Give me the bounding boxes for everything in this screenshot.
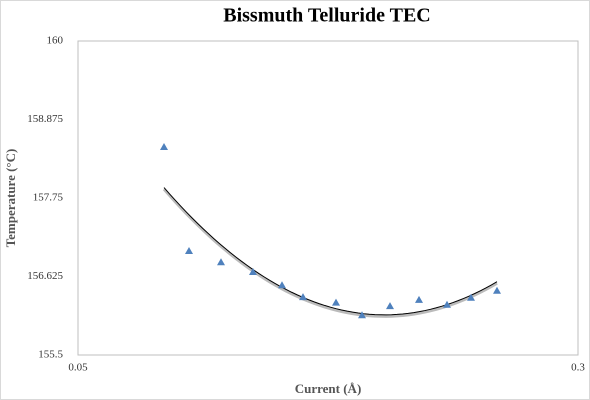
x-tick-label: 0.05 (68, 362, 88, 374)
data-point (278, 281, 286, 289)
data-point (467, 293, 475, 301)
data-point (415, 295, 423, 303)
plot-frame (77, 40, 579, 356)
data-point (160, 143, 168, 151)
data-point (493, 286, 501, 294)
data-point (332, 298, 340, 306)
data-point (299, 293, 307, 301)
y-tick-label: 155.5 (38, 349, 63, 361)
data-point (185, 247, 193, 255)
y-tick-label: 157.75 (33, 192, 64, 204)
y-axis-label: Temperature (°C) (3, 149, 18, 248)
trendline-shadow (162, 188, 498, 318)
data-point (386, 302, 394, 310)
chart-title: Bissmuth Telluride TEC (223, 5, 430, 27)
y-tick-label: 160 (47, 35, 64, 47)
data-point (217, 258, 225, 266)
data-point (358, 311, 366, 319)
data-point (249, 267, 257, 275)
trendline (163, 187, 498, 316)
y-tick-label: 158.875 (27, 113, 63, 125)
data-point (443, 300, 451, 308)
y-tick-label: 156.625 (27, 270, 63, 282)
x-axis-label: Current (Å) (295, 381, 362, 396)
x-tick-label: 0.3 (571, 362, 585, 374)
